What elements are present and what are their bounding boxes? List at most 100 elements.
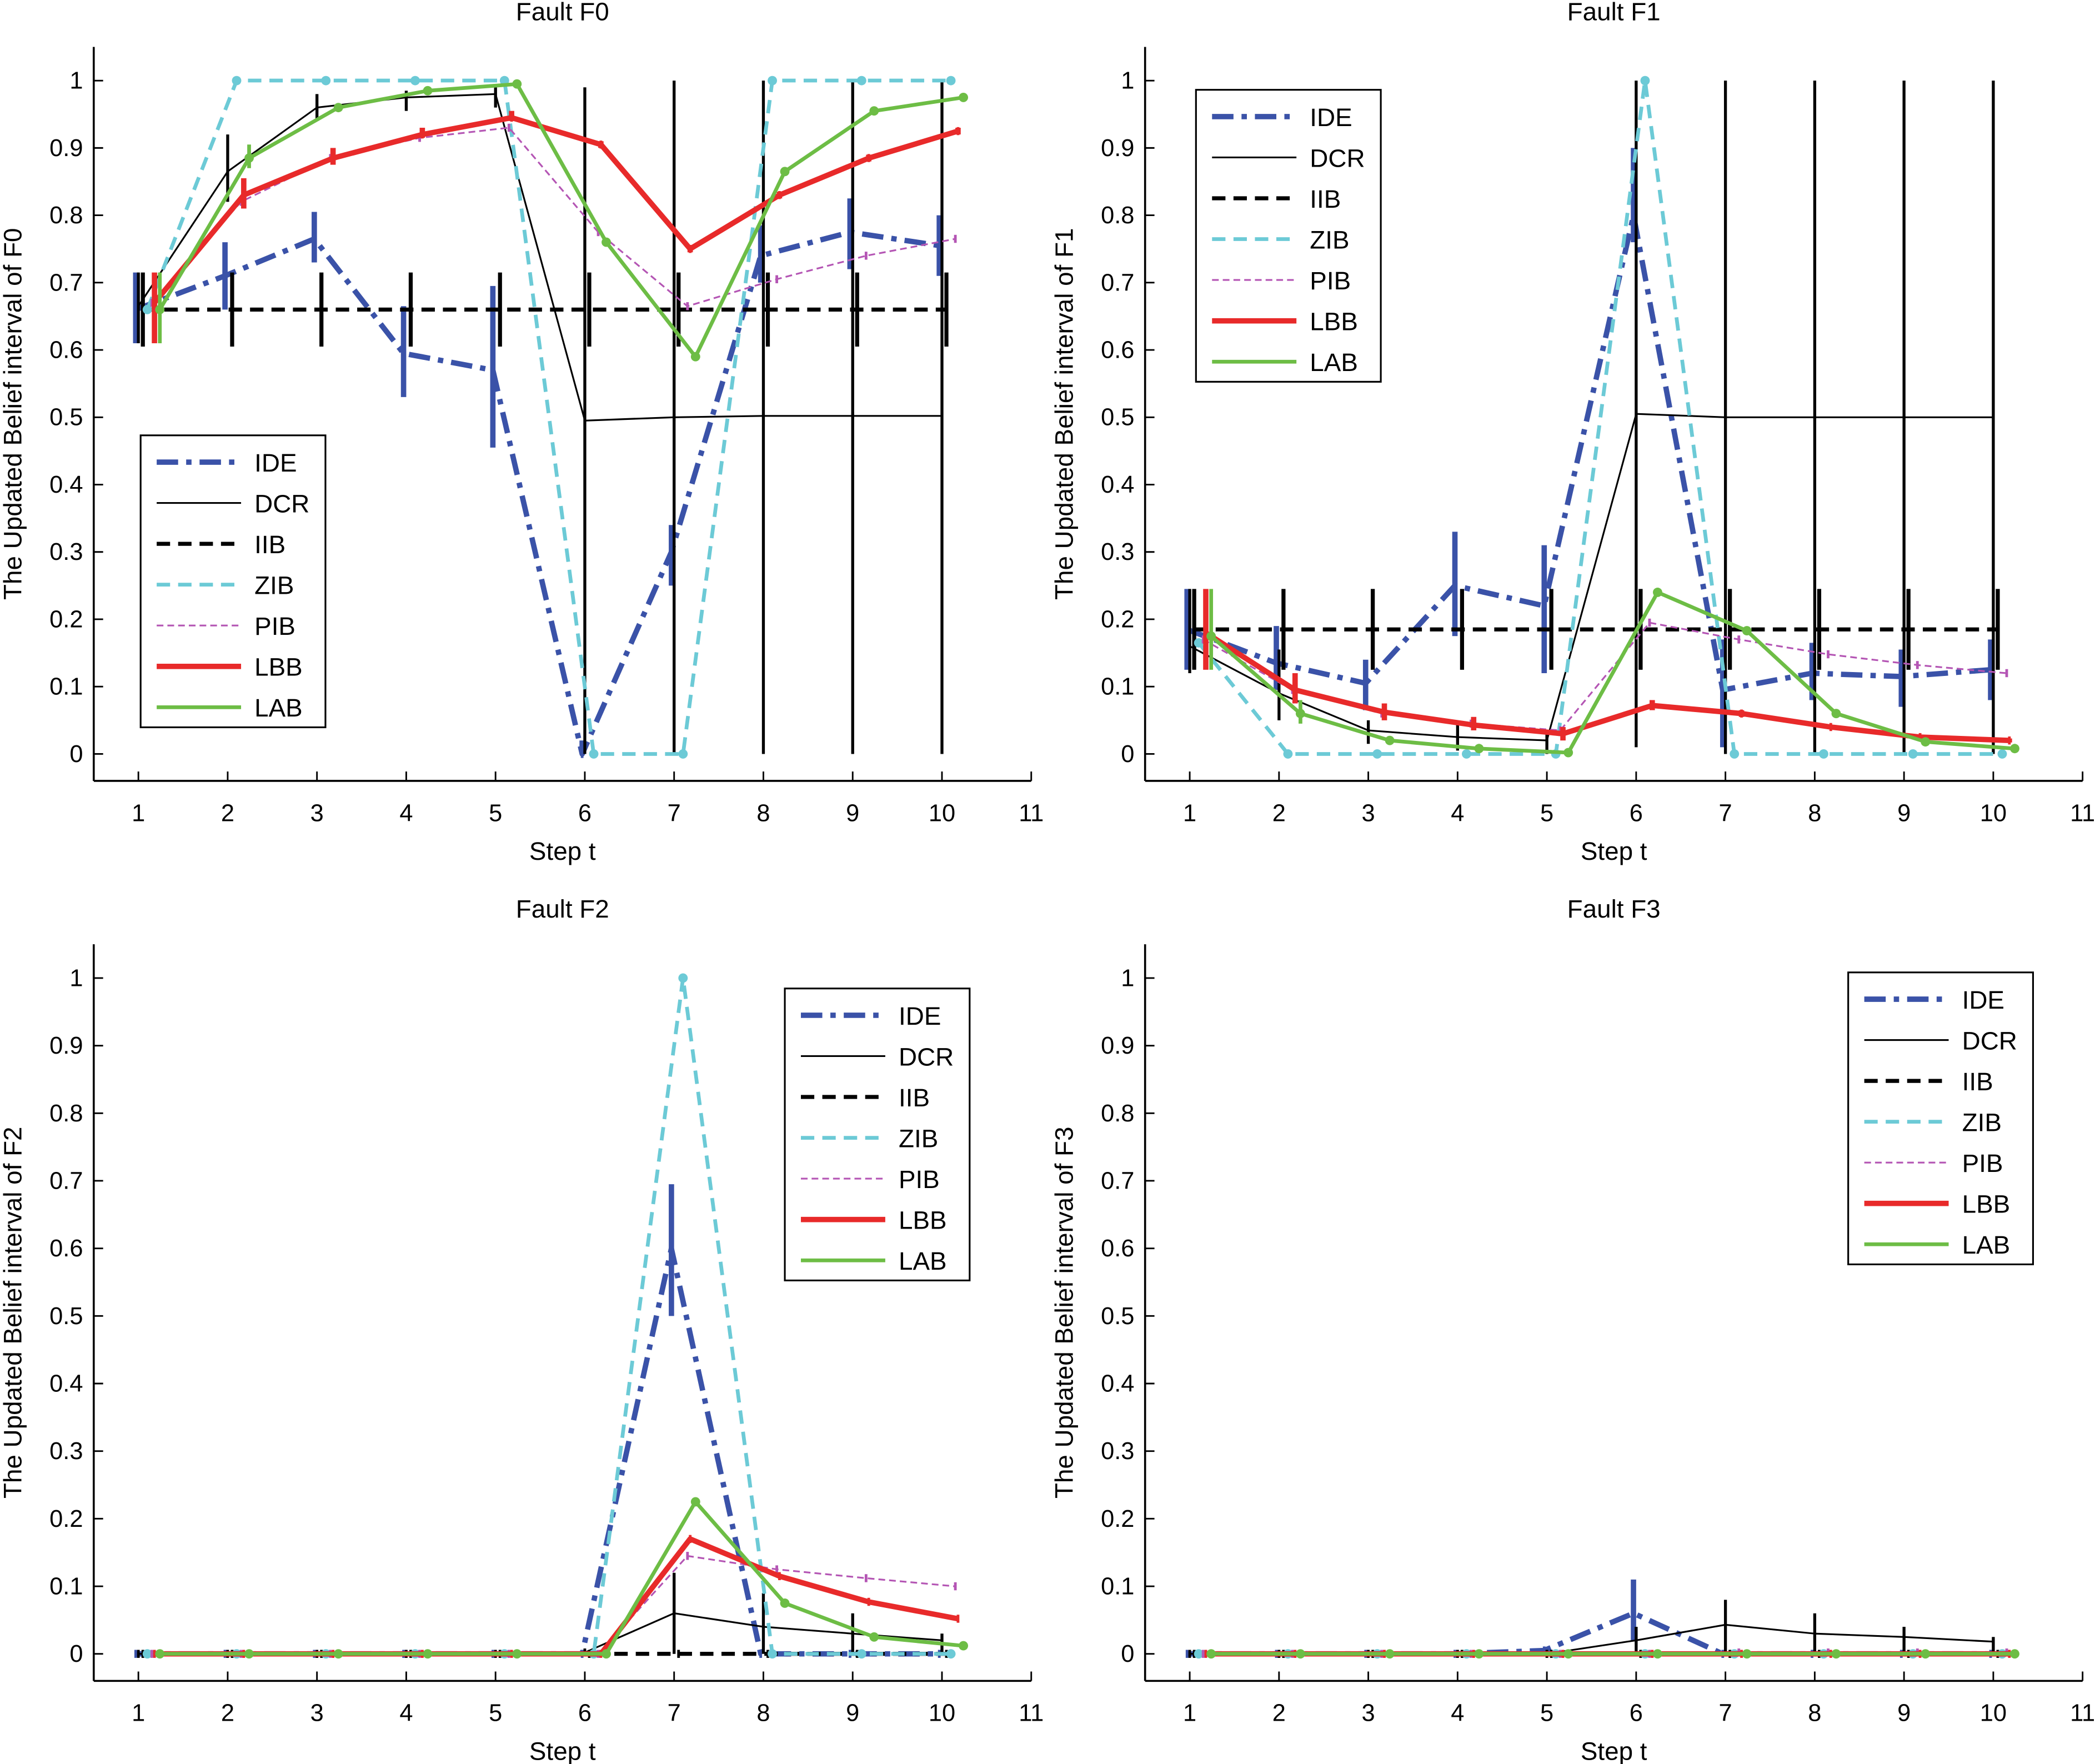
x-tick-label: 11 [1019, 800, 1044, 826]
legend-label: IDE [899, 1002, 941, 1030]
series-line-dcr [138, 1612, 943, 1655]
x-tick-label: 5 [1540, 1700, 1553, 1727]
legend-label: IIB [1962, 1068, 1993, 1096]
series-line-lbb [152, 115, 959, 305]
data-point [602, 237, 611, 247]
x-tick-label: 11 [2070, 800, 2095, 826]
data-point [1563, 1649, 1573, 1659]
data-point [423, 1649, 433, 1659]
data-point [321, 76, 331, 86]
x-tick-label: 7 [668, 1700, 681, 1727]
series-iib [141, 272, 949, 347]
x-tick-label: 4 [1451, 800, 1464, 826]
y-tick-label: 0.6 [1101, 337, 1134, 364]
data-point [1921, 1649, 1931, 1659]
data-point [1295, 709, 1305, 719]
y-tick-label: 1 [1121, 965, 1134, 991]
legend-label: IDE [254, 449, 297, 477]
y-tick-label: 0.6 [1101, 1235, 1134, 1262]
series-line-pib [152, 1555, 956, 1655]
series-ide [133, 198, 942, 758]
x-tick-label: 10 [1980, 800, 2007, 826]
y-tick-label: 0 [69, 741, 83, 768]
y-tick-label: 1 [69, 965, 83, 991]
series-line-lbb [154, 1536, 959, 1657]
y-axis-label: The Updated Belief interval of F1 [1050, 228, 1078, 600]
legend-label: DCR [1962, 1026, 2017, 1055]
chart-title: Fault F2 [516, 895, 609, 923]
y-tick-label: 0.7 [49, 269, 83, 296]
legend-label: IDE [1962, 986, 2004, 1014]
y-tick-label: 0.7 [1101, 1167, 1134, 1194]
data-point [768, 76, 777, 86]
x-tick-label: 9 [1897, 800, 1911, 826]
x-axis-label: Step t [1581, 1737, 1647, 1764]
x-axis-label: Step t [529, 837, 596, 865]
x-tick-label: 2 [221, 1700, 234, 1727]
data-point [1831, 1649, 1841, 1659]
series-line-lbb [1204, 630, 2009, 743]
data-point [155, 304, 165, 314]
legend-label: LBB [899, 1206, 947, 1235]
data-point [1474, 744, 1484, 754]
y-tick-label: 0.7 [49, 1167, 83, 1194]
data-point [780, 1598, 790, 1608]
data-point [1730, 749, 1740, 759]
y-tick-label: 0 [1121, 1641, 1134, 1667]
legend-label: LAB [254, 694, 303, 722]
series-lab [155, 79, 969, 362]
x-tick-label: 11 [1019, 1700, 1044, 1727]
y-tick-label: 1 [1121, 68, 1134, 94]
y-tick-label: 0.4 [49, 472, 83, 498]
data-point [142, 304, 152, 314]
data-point [410, 76, 420, 86]
data-point [690, 1497, 700, 1507]
data-point [2010, 1649, 2019, 1659]
data-point [869, 1632, 879, 1642]
data-point [678, 973, 688, 983]
x-tick-label: 6 [1630, 800, 1643, 826]
y-tick-label: 0.8 [49, 202, 83, 229]
data-point [1385, 735, 1395, 745]
data-point [1295, 1649, 1305, 1659]
x-tick-label: 8 [756, 800, 770, 826]
series-lab [155, 1497, 969, 1659]
legend-label: PIB [254, 612, 295, 640]
legend-label: IDE [1310, 103, 1352, 132]
legend-label: ZIB [899, 1124, 938, 1152]
y-tick-label: 0.3 [1101, 1438, 1134, 1465]
x-tick-label: 1 [1183, 800, 1196, 826]
legend-box [139, 434, 327, 729]
y-tick-label: 0.5 [1101, 404, 1134, 431]
x-tick-label: 1 [1183, 1700, 1196, 1727]
legend-label: LBB [1310, 308, 1358, 336]
x-tick-label: 2 [221, 800, 234, 826]
x-tick-label: 8 [1808, 800, 1821, 826]
y-tick-label: 0.9 [1101, 1033, 1134, 1059]
series-line-ide [136, 1245, 940, 1657]
x-tick-label: 9 [846, 1700, 859, 1727]
series-line-zib [146, 78, 951, 756]
legend-label: LAB [1310, 348, 1358, 377]
y-tick-label: 0.3 [1101, 539, 1134, 565]
x-tick-label: 5 [489, 800, 502, 826]
data-point [1563, 748, 1573, 758]
series-line-pib [151, 127, 956, 307]
chart-panel-3: Fault F3 1 2 3 4 5 6 7 8 9 10 11 0 0.1 0.2 0.3 0.4 0.5 0.6… [1050, 895, 2095, 1764]
y-tick-label: 0.1 [49, 674, 83, 700]
y-tick-label: 0.1 [49, 1573, 83, 1600]
x-tick-label: 9 [846, 800, 859, 826]
y-tick-label: 0.2 [49, 1506, 83, 1532]
legend-label: LAB [899, 1247, 947, 1275]
x-tick-label: 5 [1540, 800, 1553, 826]
y-tick-label: 0.2 [1101, 606, 1134, 633]
y-tick-label: 0.8 [49, 1100, 83, 1127]
series-line-lab [158, 82, 964, 359]
x-tick-label: 7 [1719, 800, 1732, 826]
x-tick-label: 9 [1897, 1700, 1911, 1727]
legend-label: IIB [254, 530, 285, 559]
y-tick-label: 0.4 [49, 1370, 83, 1397]
y-tick-label: 0.6 [49, 1235, 83, 1262]
legend: IDE DCR IIB ZIB PIB LBB LAB [1847, 971, 2034, 1266]
